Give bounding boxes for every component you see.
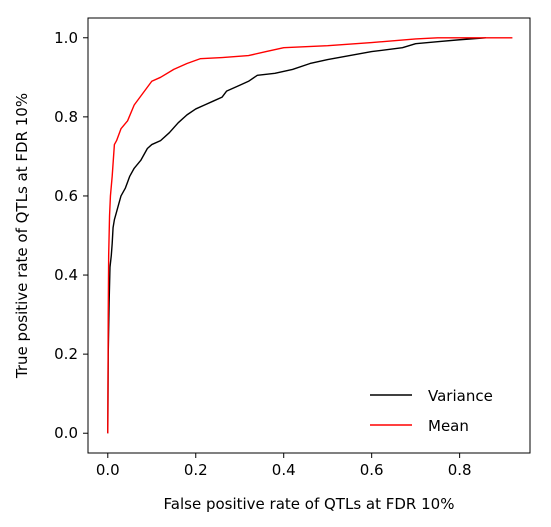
plot-frame [87, 17, 531, 454]
series-layer [107, 37, 513, 434]
legend: Variance Mean [370, 387, 493, 435]
y-tick-label: 0.0 [54, 424, 78, 442]
x-axis-label: False positive rate of QTLs at FDR 10% [164, 495, 455, 513]
x-tick-label: 0.8 [448, 461, 472, 479]
y-tick-label: 0.2 [54, 345, 78, 363]
legend-label-mean: Mean [428, 417, 469, 435]
axes-layer: 0.0 0.2 0.4 0.6 0.8 0.0 0.2 0.4 0.6 0.8 1.0 [54, 17, 531, 479]
x-tick-label: 0.0 [96, 461, 120, 479]
legend-label-variance: Variance [428, 387, 493, 405]
y-tick-label: 1.0 [54, 29, 78, 47]
y-tick-label: 0.6 [54, 187, 78, 205]
x-tick-label: 0.2 [184, 461, 208, 479]
x-tick-label: 0.6 [360, 461, 384, 479]
series-line-mean [107, 37, 513, 434]
y-axis-label: True positive rate of QTLs at FDR 10% [13, 93, 31, 379]
x-tick-label: 0.4 [272, 461, 296, 479]
series-line-variance [107, 37, 487, 434]
y-tick-label: 0.4 [54, 266, 78, 284]
y-tick-label: 0.8 [54, 108, 78, 126]
